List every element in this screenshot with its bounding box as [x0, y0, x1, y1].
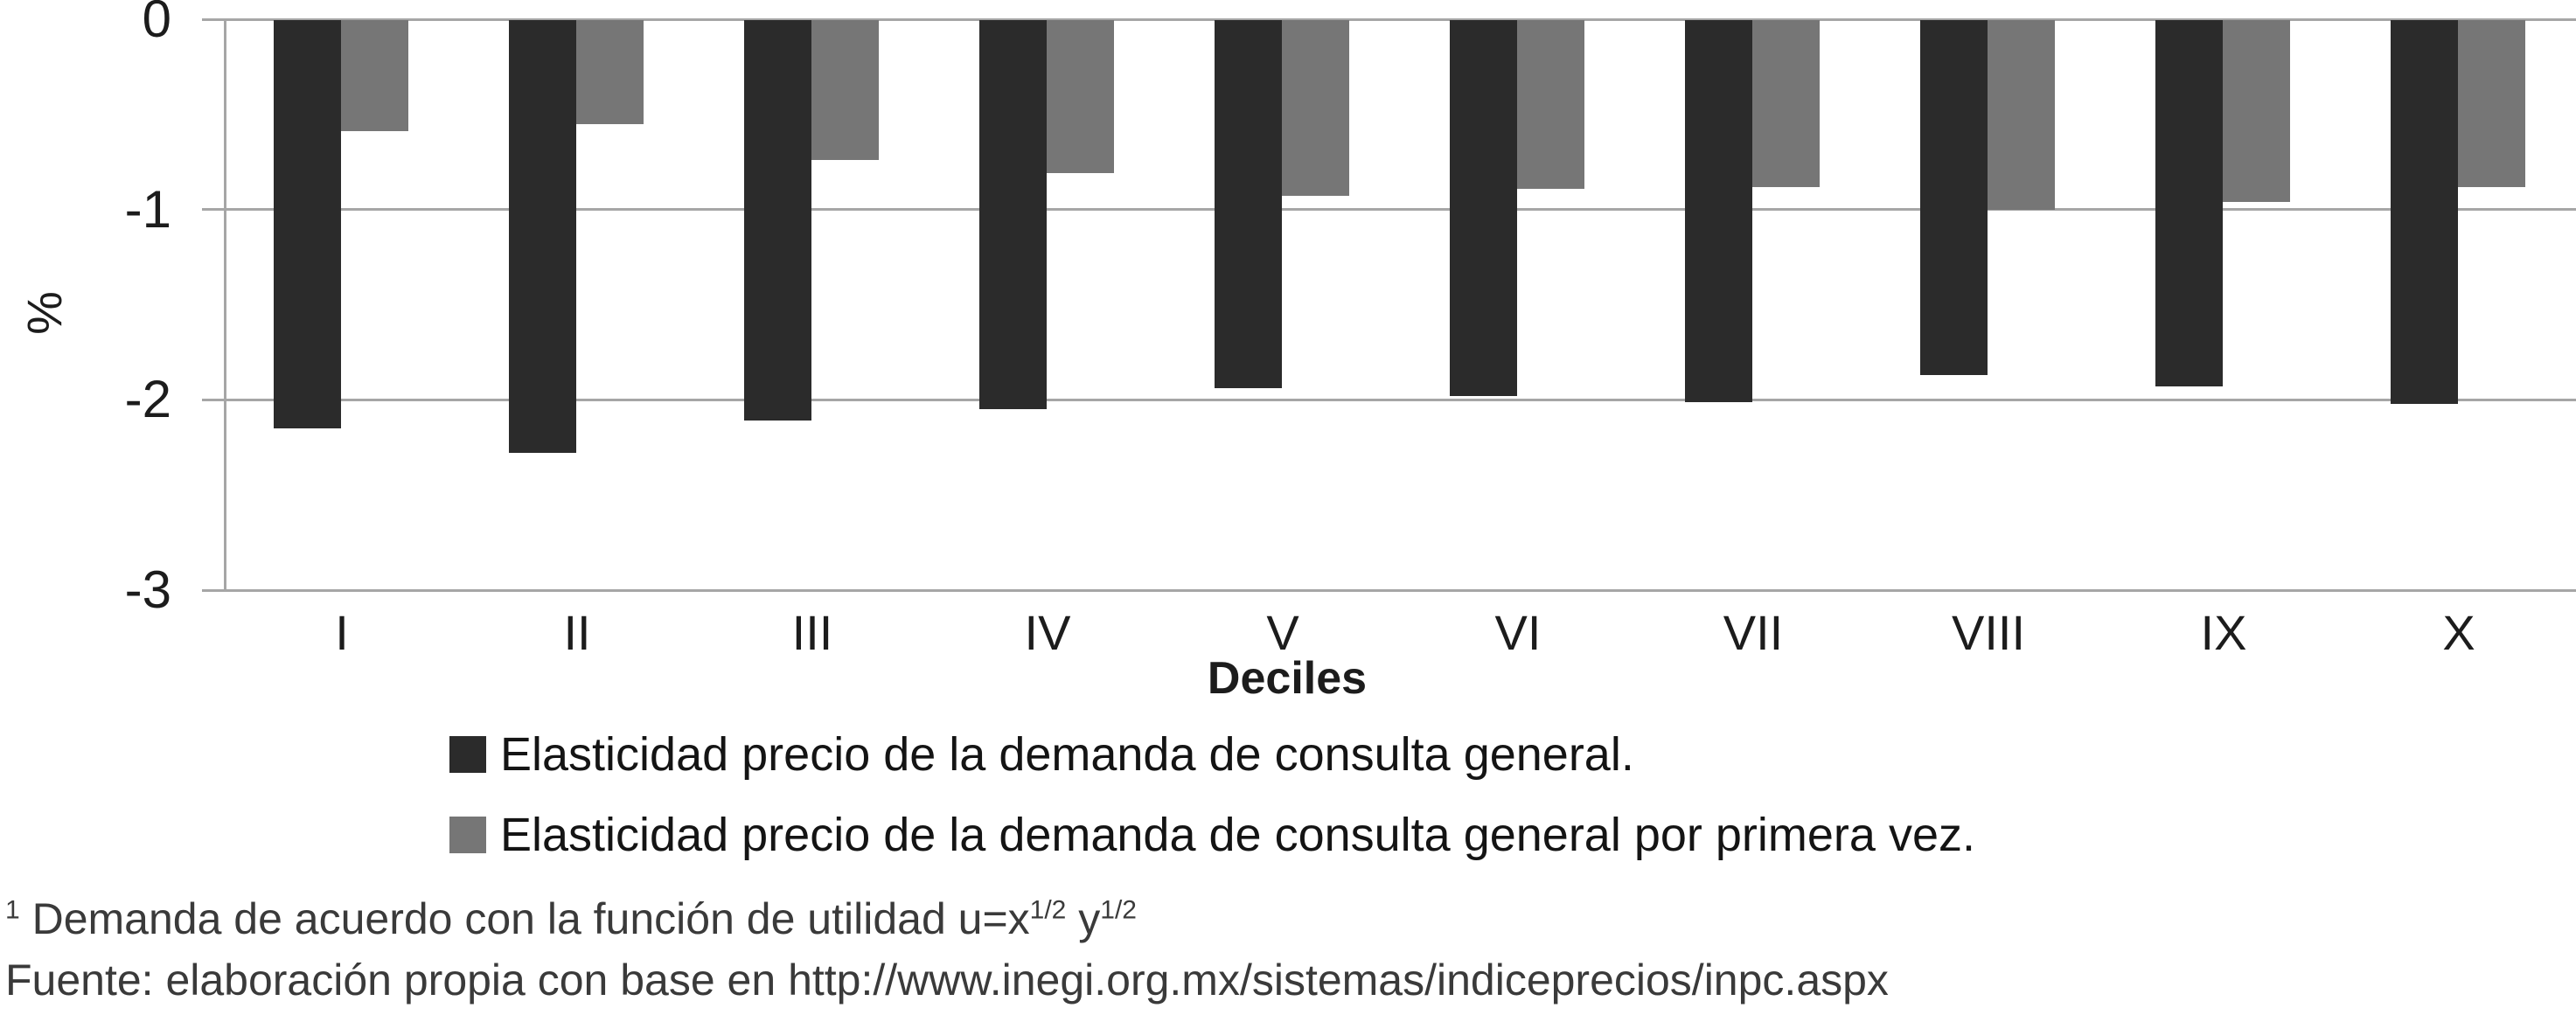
legend-swatch-series2 [449, 817, 486, 853]
bar-series1-X [2391, 20, 2458, 404]
y-tick-label-0: 0 [142, 0, 171, 48]
x-tick-label-IV: IV [1024, 605, 1071, 660]
gridline-y-1 [202, 208, 2576, 212]
gridline-y-2 [202, 398, 2576, 401]
y-tick-label--1: -1 [124, 179, 171, 239]
bar-series2-I [341, 20, 408, 131]
x-tick-label-VII: VII [1723, 605, 1784, 660]
footnote-between: y [1066, 894, 1101, 943]
x-tick-label-VI: VI [1494, 605, 1542, 660]
bar-series1-I [274, 20, 341, 428]
bar-series1-II [509, 20, 576, 453]
bar-series2-VIII [1988, 20, 2055, 210]
bar-series1-III [744, 20, 811, 421]
bar-series2-VII [1752, 20, 1820, 187]
bar-series2-V [1282, 20, 1349, 196]
bar-series2-II [576, 20, 644, 124]
y-axis-line [223, 17, 226, 592]
source-line: Fuente: elaboración propia con base en h… [5, 956, 1889, 1005]
bar-series1-VII [1685, 20, 1752, 402]
x-tick-label-V: V [1266, 605, 1299, 660]
footnote-sup-x: 1/2 [1029, 895, 1067, 925]
x-tick-label-I: I [335, 605, 349, 660]
gridline-y-3 [202, 588, 2576, 592]
bar-series2-IV [1047, 20, 1114, 173]
footnote-marker: 1 [5, 895, 20, 925]
bar-series2-VI [1517, 20, 1584, 189]
x-tick-label-X: X [2442, 605, 2475, 660]
x-tick-label-IX: IX [2200, 605, 2247, 660]
legend-label-series1: Elasticidad precio de la demanda de cons… [500, 728, 1634, 781]
bar-series1-IV [979, 20, 1047, 409]
bar-series2-IX [2223, 20, 2290, 202]
bar-series1-VIII [1920, 20, 1988, 375]
legend-item-series1: Elasticidad precio de la demanda de cons… [449, 728, 1975, 781]
bar-series1-IX [2155, 20, 2223, 386]
legend: Elasticidad precio de la demanda de cons… [449, 728, 1975, 861]
y-axis-title: % [17, 291, 72, 335]
bar-series1-V [1215, 20, 1282, 388]
legend-label-series2: Elasticidad precio de la demanda de cons… [500, 809, 1975, 861]
gridline-y0 [202, 17, 2576, 21]
bar-series1-VI [1450, 20, 1517, 396]
bar-series2-III [811, 20, 879, 160]
y-tick-label--2: -2 [124, 370, 171, 429]
x-tick-label-VIII: VIII [1951, 605, 2026, 660]
bar-series2-X [2458, 20, 2525, 187]
x-axis-title: Deciles [1207, 653, 1368, 704]
footnote-sup-y: 1/2 [1100, 895, 1137, 925]
footnote: 1 Demanda de acuerdo con la función de u… [5, 893, 1137, 944]
footnote-text: Demanda de acuerdo con la función de uti… [19, 894, 1030, 943]
legend-item-series2: Elasticidad precio de la demanda de cons… [449, 809, 1975, 861]
legend-swatch-series1 [449, 736, 486, 773]
x-tick-label-III: III [791, 605, 833, 660]
x-tick-label-II: II [563, 605, 591, 660]
y-tick-label--3: -3 [124, 560, 171, 619]
